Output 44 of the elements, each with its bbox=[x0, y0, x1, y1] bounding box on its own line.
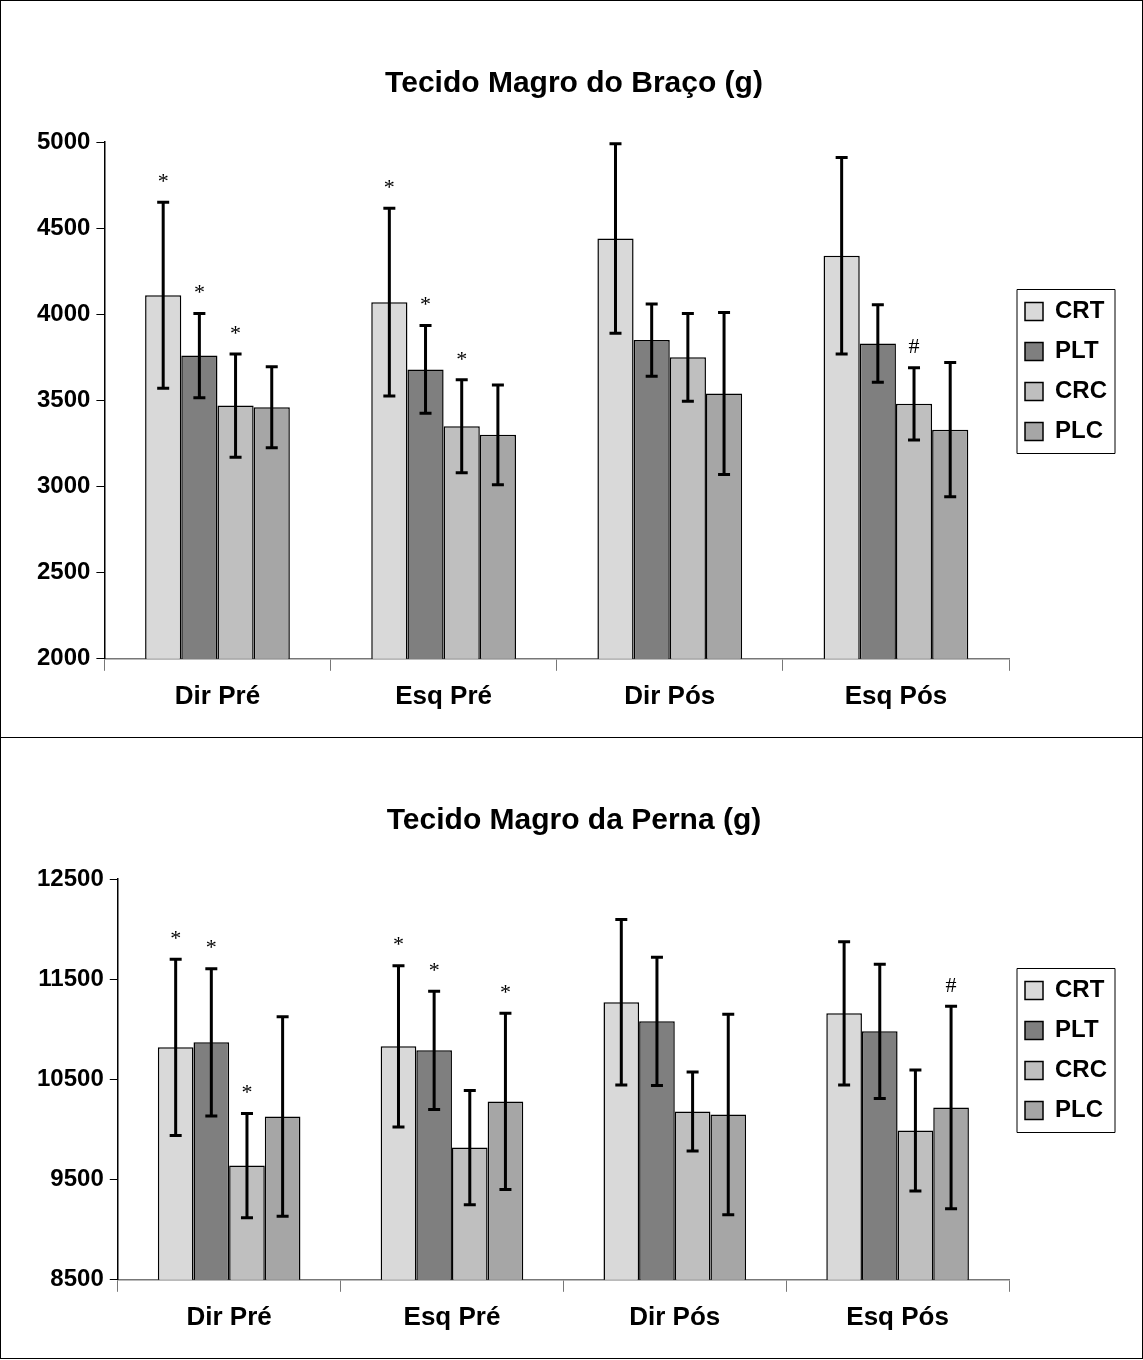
annotation: # bbox=[945, 972, 957, 998]
legend-label: PLT bbox=[1055, 1015, 1099, 1043]
annotation: * bbox=[499, 979, 511, 1005]
y-tick-label: 9500 bbox=[50, 1164, 104, 1192]
legend-label: PLT bbox=[1055, 336, 1099, 364]
chart-title: Tecido Magro do Braço (g) bbox=[385, 65, 763, 99]
y-tick-label: 2500 bbox=[37, 557, 91, 585]
y-tick-label: 3000 bbox=[37, 471, 91, 499]
x-tick-label: Dir Pós bbox=[624, 679, 716, 710]
y-tick-label: 5000 bbox=[37, 126, 91, 154]
y-tick-label: 2000 bbox=[37, 643, 91, 671]
legend-label: PLC bbox=[1055, 416, 1103, 444]
y-tick-label: 8500 bbox=[50, 1264, 104, 1292]
y-tick-label: 10500 bbox=[36, 1064, 104, 1092]
legend-label: CRT bbox=[1055, 296, 1105, 324]
legend-label: CRC bbox=[1055, 376, 1107, 404]
x-tick-label: Dir Pré bbox=[186, 1300, 272, 1331]
annotation: * bbox=[170, 924, 182, 950]
legend-label: CRC bbox=[1055, 1055, 1107, 1083]
y-tick-label: 3500 bbox=[37, 385, 91, 413]
annotation: * bbox=[193, 279, 205, 305]
y-tick-label: 12500 bbox=[36, 863, 104, 891]
y-tick-label: 4000 bbox=[37, 298, 91, 326]
x-tick-label: Esq Pré bbox=[395, 679, 493, 710]
chart-title: Tecido Magro da Perna (g) bbox=[386, 802, 762, 836]
annotation: * bbox=[383, 174, 395, 200]
legend-label: PLC bbox=[1055, 1095, 1103, 1123]
annotation: # bbox=[908, 333, 920, 359]
annotation: * bbox=[157, 168, 169, 194]
annotation: * bbox=[241, 1079, 253, 1105]
annotation: * bbox=[205, 934, 217, 960]
x-tick-label: Esq Pós bbox=[844, 679, 948, 710]
x-tick-label: Dir Pré bbox=[174, 679, 261, 710]
x-tick-label: Esq Pré bbox=[403, 1300, 501, 1331]
annotation: * bbox=[428, 957, 440, 983]
annotation: * bbox=[420, 291, 432, 317]
y-tick-label: 4500 bbox=[37, 212, 91, 240]
annotation: * bbox=[230, 319, 242, 345]
y-tick-label: 11500 bbox=[38, 963, 104, 991]
x-tick-label: Esq Pós bbox=[846, 1300, 949, 1331]
annotation: * bbox=[392, 931, 404, 957]
annotation: * bbox=[456, 345, 468, 371]
x-tick-label: Dir Pós bbox=[629, 1300, 721, 1331]
legend-label: CRT bbox=[1055, 975, 1105, 1003]
